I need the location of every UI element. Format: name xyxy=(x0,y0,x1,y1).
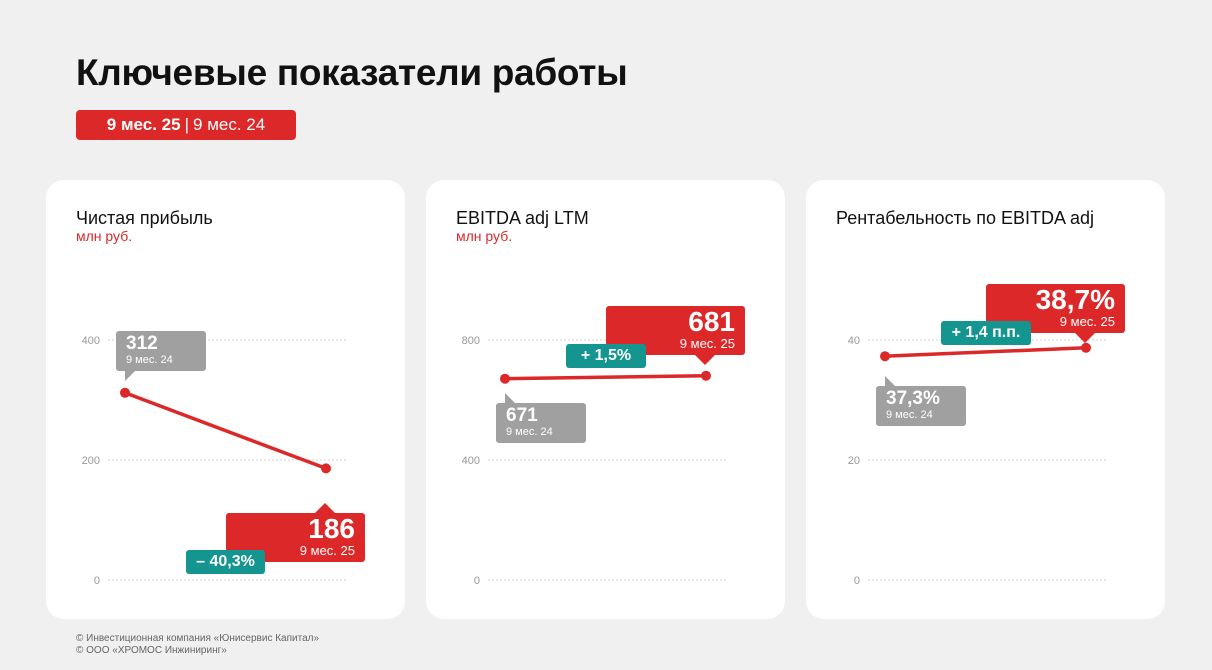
change-badge: + 1,5% xyxy=(566,344,646,368)
data-point xyxy=(1081,342,1091,353)
y-tick-label: 0 xyxy=(474,575,480,587)
badge-previous: 9 мес. 24 xyxy=(193,115,266,134)
previous-value: 312 xyxy=(126,333,158,354)
chart-unit: млн руб. xyxy=(76,228,133,244)
footer: © Инвестиционная компания «Юнисервис Кап… xyxy=(76,633,319,657)
previous-value-callout: 671 9 мес. 24 xyxy=(496,393,586,443)
change-badge: + 1,4 п.п. xyxy=(941,321,1031,345)
y-tick-label: 0 xyxy=(94,575,100,587)
y-tick-label: 200 xyxy=(82,455,100,467)
data-point xyxy=(321,463,331,474)
badge-separator: | xyxy=(184,115,190,134)
previous-period: 9 мес. 24 xyxy=(886,409,933,421)
chart-card: 0 20 40 Рентабельность по EBITDA adj 37,3% … xyxy=(806,180,1165,619)
current-value: 38,7% xyxy=(1035,284,1115,315)
current-value: 186 xyxy=(308,513,355,544)
badge-current: 9 мес. 25 xyxy=(106,115,181,134)
chart-title: Рентабельность по EBITDA adj xyxy=(836,208,1094,228)
previous-period: 9 мес. 24 xyxy=(126,354,173,366)
chart-card: 0 400 800 EBITDA adj LTM млн руб. 671 9 мес… xyxy=(426,180,785,619)
y-tick-label: 40 xyxy=(848,335,860,347)
change-badge: – 40,3% xyxy=(186,550,265,574)
previous-value-callout: 37,3% 9 мес. 24 xyxy=(876,376,966,426)
chart-plot: 0 20 40 xyxy=(848,335,1108,587)
chart-title: Чистая прибыль xyxy=(76,208,213,228)
footer-line: © Инвестиционная компания «Юнисервис Кап… xyxy=(76,633,320,644)
chart-title: EBITDA adj LTM xyxy=(456,208,589,228)
data-point xyxy=(500,373,510,384)
data-point xyxy=(701,370,711,381)
page-title: Ключевые показатели работы xyxy=(76,52,628,93)
current-period: 9 мес. 25 xyxy=(679,336,735,351)
period-badge: 9 мес. 25 | 9 мес. 24 xyxy=(76,110,296,140)
previous-period: 9 мес. 24 xyxy=(506,426,553,438)
current-period: 9 мес. 25 xyxy=(1059,314,1115,329)
data-point xyxy=(120,387,130,398)
y-tick-label: 0 xyxy=(854,575,860,587)
y-tick-label: 400 xyxy=(462,455,480,467)
current-value: 681 xyxy=(688,306,735,337)
previous-value-callout: 312 9 мес. 24 xyxy=(116,331,206,381)
y-tick-label: 800 xyxy=(462,335,480,347)
series-line xyxy=(884,346,1087,358)
y-tick-label: 20 xyxy=(848,455,860,467)
series-line xyxy=(124,391,327,471)
chart-card: 0 200 400 Чистая прибыль млн руб. 312 9 мес… xyxy=(46,180,405,619)
chart-plot: 0 400 800 xyxy=(462,335,728,587)
series-line xyxy=(504,373,707,381)
y-tick-label: 400 xyxy=(82,335,100,347)
current-value-callout: 38,7% 9 мес. 25 xyxy=(986,284,1125,343)
footer-line: © ООО «ХРОМОС Инжиниринг» xyxy=(76,645,227,656)
current-period: 9 мес. 25 xyxy=(299,543,355,558)
data-point xyxy=(880,351,890,362)
chart-unit: млн руб. xyxy=(456,228,513,244)
previous-value: 671 xyxy=(506,405,538,426)
previous-value: 37,3% xyxy=(886,388,940,409)
